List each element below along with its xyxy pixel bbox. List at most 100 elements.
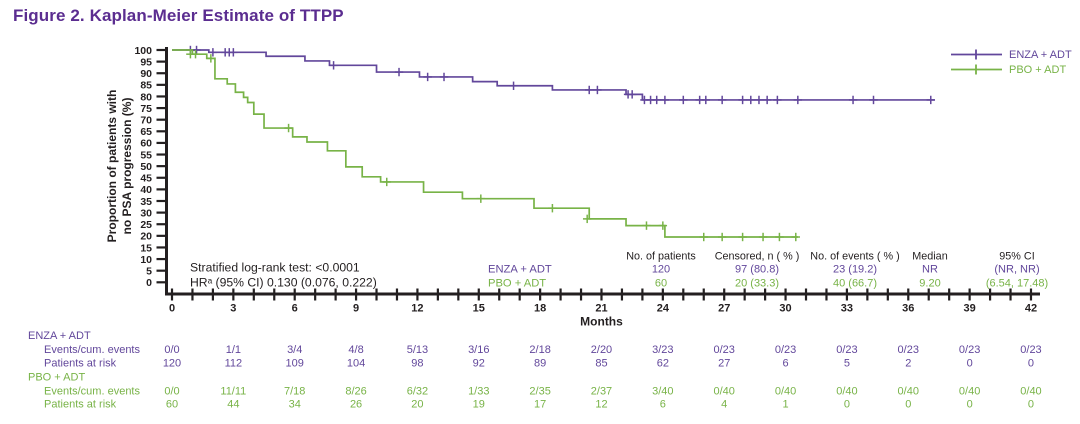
y-tick-label: 40: [140, 184, 152, 196]
risk-value: 2/20: [591, 344, 612, 356]
risk-value: 20: [411, 399, 423, 411]
summary-value: 40 (66.7): [833, 278, 877, 290]
risk-value: 34: [289, 399, 301, 411]
risk-value: 0: [967, 399, 973, 411]
x-tick-label: 0: [169, 303, 175, 315]
x-tick-label: 39: [964, 303, 976, 315]
y-tick-label: 55: [140, 149, 152, 161]
risk-value: 3/16: [468, 344, 489, 356]
risk-value: 0: [1028, 399, 1034, 411]
risk-value: 0/0: [164, 344, 179, 356]
risk-value: 19: [473, 399, 485, 411]
legend-label: PBO + ADT: [1009, 64, 1066, 76]
y-tick-label: 10: [140, 254, 152, 266]
annotation-logrank: Stratified log-rank test: <0.0001: [190, 261, 360, 275]
risk-group-label: PBO + ADT: [28, 372, 85, 384]
risk-value: 0: [1028, 358, 1034, 370]
y-tick-label: 95: [140, 56, 152, 68]
risk-group-label: ENZA + ADT: [28, 330, 91, 342]
risk-value: 104: [347, 358, 365, 370]
risk-value: 44: [227, 399, 239, 411]
y-tick-label: 45: [140, 173, 152, 185]
risk-value: 26: [350, 399, 362, 411]
y-tick-label: 5: [146, 265, 152, 277]
summary-header: No. of events ( % ): [810, 251, 899, 263]
y-axis-title-line1: Proportion of patients with: [105, 90, 119, 243]
x-axis-ticks: [170, 288, 1033, 301]
risk-value: 0: [967, 358, 973, 370]
km-curve-enza-adt: [172, 49, 935, 101]
risk-value: 7/18: [284, 386, 305, 398]
y-tick-label: 85: [140, 80, 152, 92]
risk-value: 98: [411, 358, 423, 370]
risk-value: 0/23: [898, 344, 919, 356]
risk-value: 17: [534, 399, 546, 411]
summary-table: No. of patients Censored, n ( % ) No. of e…: [488, 251, 1048, 290]
x-tick-label: 42: [1025, 303, 1037, 315]
x-tick-label: 12: [411, 303, 423, 315]
risk-value: 0/40: [898, 386, 919, 398]
y-tick-label: 65: [140, 126, 152, 138]
risk-value: 2: [905, 358, 911, 370]
x-tick-label: 24: [657, 303, 670, 315]
risk-value: 109: [286, 358, 304, 370]
risk-row-label: Patients at risk: [44, 399, 117, 411]
risk-value: 0/40: [1020, 386, 1041, 398]
x-tick-label: 6: [292, 303, 298, 315]
summary-value: 60: [655, 278, 667, 290]
summary-value: 97 (80.8): [735, 264, 779, 276]
summary-value: 9.20: [919, 278, 940, 290]
y-tick-label: 75: [140, 103, 152, 115]
risk-value: 0/23: [836, 344, 857, 356]
risk-value: 11/11: [220, 386, 246, 398]
summary-value: 23 (19.2): [833, 264, 877, 276]
risk-value: 0/40: [959, 386, 980, 398]
risk-value: 1/1: [226, 344, 241, 356]
risk-value: 6/32: [407, 386, 428, 398]
risk-value: 1/33: [468, 386, 489, 398]
risk-value: 1: [782, 399, 788, 411]
summary-value: (NR, NR): [994, 264, 1039, 276]
y-tick-label: 80: [140, 91, 152, 103]
x-tick-label: 9: [353, 303, 359, 315]
y-tick-label: 35: [140, 196, 152, 208]
risk-table: ENZA + ADT Events/cum. events 0/0 1/1 3/4 4/8…: [28, 330, 1042, 411]
risk-value: 0: [844, 399, 850, 411]
summary-value: 20 (33.3): [735, 278, 779, 290]
risk-row-label: Patients at risk: [44, 358, 117, 370]
y-tick-label: 30: [140, 207, 152, 219]
y-tick-label: 90: [140, 68, 152, 80]
risk-value: 60: [166, 399, 178, 411]
y-tick-label: 15: [140, 242, 152, 254]
risk-value: 92: [473, 358, 485, 370]
y-axis-ticks: [156, 48, 165, 284]
risk-row-label: Events/cum. events: [44, 344, 140, 356]
risk-value: 4: [721, 399, 727, 411]
risk-value: 112: [225, 358, 243, 370]
risk-value: 0/40: [775, 386, 796, 398]
risk-value: 0/40: [713, 386, 734, 398]
x-axis-tick-labels: 0 3 6 9 12 15 18 21 24 27 30 33 36 39 42: [169, 303, 1037, 315]
annotation-hazard-ratio: HRᵃ (95% CI) 0.130 (0.076, 0.222): [190, 276, 377, 290]
summary-value: NR: [922, 264, 938, 276]
y-tick-label: 50: [140, 161, 152, 173]
risk-value: 6: [660, 399, 666, 411]
risk-value: 2/35: [529, 386, 550, 398]
risk-value: 5/13: [407, 344, 428, 356]
risk-value: 3/40: [652, 386, 673, 398]
y-tick-label: 70: [140, 114, 152, 126]
risk-value: 2/37: [591, 386, 612, 398]
x-tick-label: 30: [779, 303, 791, 315]
x-tick-label: 33: [841, 303, 853, 315]
risk-value: 89: [534, 358, 546, 370]
x-tick-label: 27: [718, 303, 730, 315]
summary-group-label: ENZA + ADT: [488, 264, 552, 276]
legend: ENZA + ADT PBO + ADT: [951, 49, 1072, 76]
y-tick-label: 60: [140, 138, 152, 150]
censor-marks-enza-adt: [186, 45, 935, 105]
x-tick-label: 36: [902, 303, 914, 315]
risk-value: 0/23: [959, 344, 980, 356]
censor-marks-pbo-adt: [186, 49, 800, 242]
